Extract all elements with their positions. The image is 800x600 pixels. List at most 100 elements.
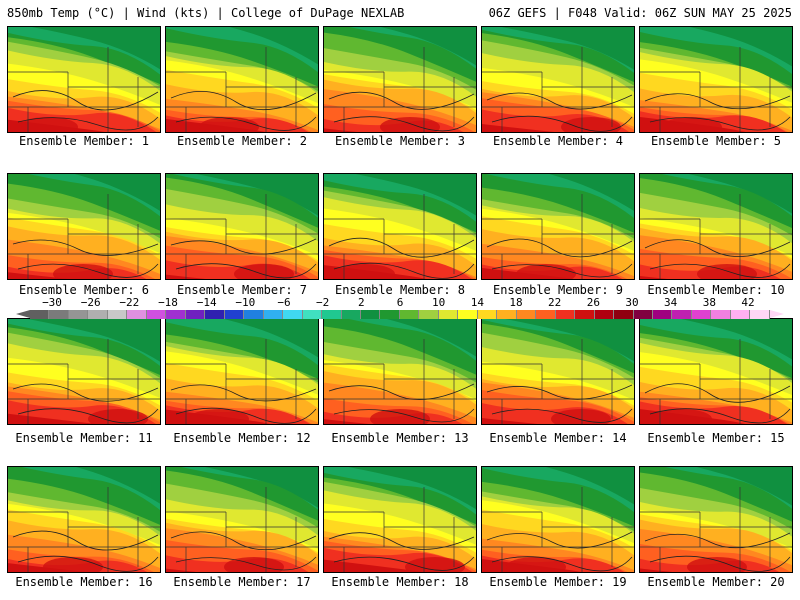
colorbar-segment: [536, 310, 556, 319]
isotherm-contour: [175, 407, 317, 424]
isotherm-contour: [333, 556, 475, 571]
temperature-map: [324, 27, 476, 132]
colorbar-segment: [555, 310, 576, 319]
ensemble-member-label: Ensemble Member: 9: [492, 283, 624, 297]
colorbar-segment: [244, 310, 264, 319]
ensemble-member-panel: [481, 466, 635, 573]
colorbar-segment: [107, 310, 128, 319]
colorbar-segment: [730, 310, 751, 319]
colorbar-tick-label: −26: [80, 296, 101, 309]
colorbar-tick-label: 26: [586, 296, 600, 309]
colorbar-tick-label: 30: [625, 296, 639, 309]
ensemble-member-label: Ensemble Member: 13: [331, 431, 469, 445]
temperature-map: [482, 467, 634, 572]
isotherm-contour: [486, 92, 633, 110]
colorbar-segment: [360, 310, 381, 319]
temperature-map: [166, 467, 318, 572]
temperature-map: [8, 319, 160, 424]
isotherm-contour: [486, 384, 633, 400]
isotherm-contour: [649, 263, 791, 278]
temperature-map: [8, 467, 160, 572]
colorbar-segment: [322, 310, 342, 319]
isotherm-contour: [12, 90, 159, 111]
colorbar-segment: [633, 310, 653, 319]
temperature-map: [166, 174, 318, 279]
isotherm-contour: [649, 408, 791, 424]
temperature-map: [482, 174, 634, 279]
colorbar-tick-label: −22: [119, 296, 140, 309]
ensemble-member-label: Ensemble Member: 8: [334, 283, 466, 297]
colorbar-low-arrow: [16, 310, 30, 318]
colorbar-segment: [166, 310, 186, 319]
colorbar-segment: [224, 310, 245, 319]
temperature-map: [8, 174, 160, 279]
ensemble-member-panel: [639, 26, 793, 133]
isotherm-contour: [486, 238, 633, 258]
ensemble-member-panel: [323, 173, 477, 280]
ensemble-member-panel: [165, 26, 319, 133]
ensemble-member-panel: [7, 318, 161, 425]
colorbar-segment: [750, 310, 770, 319]
isotherm-contour: [175, 263, 317, 279]
colorbar-segment: [127, 310, 147, 319]
isotherm-contour: [649, 116, 791, 131]
temperature-map: [640, 319, 792, 424]
colorbar-segment: [68, 310, 89, 319]
isotherm-contour: [17, 555, 159, 572]
isotherm-contour: [17, 263, 159, 278]
isotherm-contour: [333, 116, 475, 132]
ensemble-member-panel: [323, 466, 477, 573]
colorbar-segment: [30, 310, 50, 319]
ensemble-member-panel: [639, 173, 793, 280]
colorbar-segment: [49, 310, 69, 319]
colorbar-tick-label: 38: [702, 296, 716, 309]
ensemble-member-panel: [7, 466, 161, 573]
ensemble-member-panel: [7, 173, 161, 280]
ensemble-member-panel: [481, 26, 635, 133]
colorbar-segment: [146, 310, 167, 319]
ensemble-member-label: Ensemble Member: 18: [331, 575, 469, 589]
isotherm-contour: [644, 532, 791, 549]
colorbar-tick-label: 10: [432, 296, 446, 309]
colorbar-segment: [497, 310, 517, 319]
colorbar-tick-label: −30: [42, 296, 62, 309]
valid-time: 06Z GEFS | F048 Valid: 06Z SUN MAY 25 20…: [488, 6, 792, 20]
colorbar-tick-label: 22: [548, 296, 562, 309]
colorbar-tick-label: 6: [396, 296, 404, 309]
colorbar-tick-label: 42: [741, 296, 755, 309]
colorbar-segment: [88, 310, 108, 319]
colorbar-segment: [672, 310, 692, 319]
isotherm-contour: [328, 383, 475, 400]
colorbar-tick-label: 14: [470, 296, 484, 309]
ensemble-member-label: Ensemble Member: 14: [489, 431, 627, 445]
isotherm-contour: [12, 239, 159, 256]
colorbar-tick-label: 34: [664, 296, 678, 309]
ensemble-member-label: Ensemble Member: 16: [15, 575, 153, 589]
temperature-map: [324, 174, 476, 279]
isotherm-contour: [644, 383, 791, 403]
isotherm-contour: [491, 115, 633, 132]
isotherm-contour: [644, 93, 791, 110]
colorbar-segment: [711, 310, 731, 319]
colorbar-segment: [614, 310, 634, 319]
isotherm-contour: [170, 238, 317, 255]
colorbar-tick-label: −18: [158, 296, 178, 309]
ensemble-member-label: Ensemble Member: 4: [492, 134, 624, 148]
colorbar-tick-label: −14: [196, 296, 217, 309]
ensemble-member-label: Ensemble Member: 2: [176, 134, 308, 148]
colorbar-tick-label: 18: [509, 296, 523, 309]
colorbar-segment: [205, 310, 225, 319]
colorbar-segment: [477, 310, 498, 319]
colorbar-segment: [653, 310, 673, 319]
ensemble-member-label: Ensemble Member: 19: [489, 575, 627, 589]
colorbar-tick-label: 2: [358, 296, 365, 309]
ensemble-member-panel: [481, 173, 635, 280]
isotherm-contour: [644, 239, 791, 257]
colorbar-tick-label: −6: [277, 296, 291, 309]
isotherm-contour: [486, 531, 633, 549]
colorbar-segment: [283, 310, 303, 319]
ensemble-member-label: Ensemble Member: 15: [647, 431, 785, 445]
isotherm-contour: [17, 116, 159, 131]
temperature-map: [640, 467, 792, 572]
ensemble-member-panel: [165, 173, 319, 280]
